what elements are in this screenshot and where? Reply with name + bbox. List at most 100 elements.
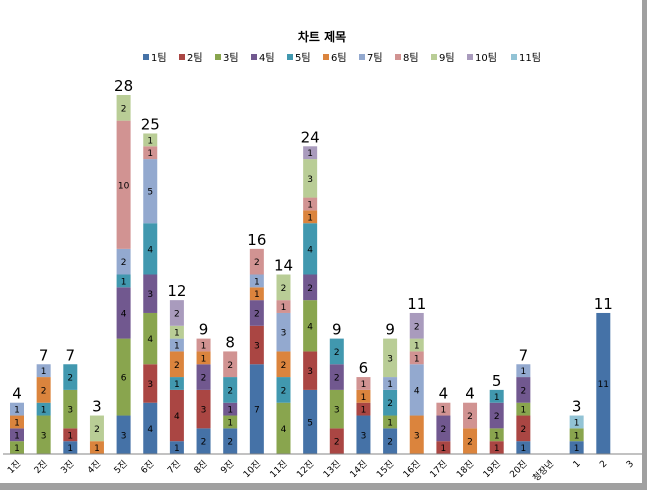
data-label: 3 [41,431,47,441]
data-label: 2 [174,309,180,319]
total-label: 9 [199,321,209,339]
legend-label: 6팀 [331,52,347,64]
bar-segment [116,120,131,249]
data-label: 3 [307,367,313,377]
data-label: 2 [387,399,393,409]
data-label: 3 [387,354,393,364]
total-label: 9 [385,321,395,339]
bar-segment [569,441,584,454]
data-label: 2 [201,438,207,448]
bar-segment [196,389,211,429]
bar-segment [409,364,424,416]
data-label: 4 [147,335,153,345]
total-label: 8 [225,333,235,351]
chart-title: 차트 제목 [298,29,346,44]
data-label: 2 [334,438,340,448]
data-label: 3 [281,329,287,339]
legend-swatch [287,54,293,60]
bar-segment [169,325,184,339]
x-tick-label: 1 [572,459,583,470]
bar-segment [276,274,291,301]
data-label: 11 [598,380,609,390]
data-label: 2 [227,438,233,448]
legend-swatch [215,54,221,60]
data-label: 1 [67,444,73,454]
total-label: 7 [66,346,76,364]
data-label: 1 [254,290,260,300]
bar-segment [249,287,264,301]
data-label: 4 [414,386,420,396]
legend-label: 2팀 [187,52,203,64]
bar-segment [169,338,184,352]
legend-label: 5팀 [295,52,311,64]
bar-segment [116,274,131,288]
x-tick-label: 8진 [192,458,210,476]
x-tick-label: 2 [598,459,609,470]
x-tick-label: 10진 [241,458,263,480]
bar-segment [303,223,318,275]
data-label: 1 [174,380,180,390]
data-label: 1 [147,149,153,159]
bar-segment [409,312,424,339]
bar-segment [36,377,51,403]
bar-segment [383,338,398,378]
bar-segment [356,377,371,390]
bar-segment [303,351,318,390]
data-label: 1 [520,406,526,416]
data-label: 2 [467,412,473,422]
legend-swatch [323,54,329,60]
bar-segment [223,428,238,454]
data-label: 1 [227,418,233,428]
x-axis-labels: 1진 2진 3진 4진 5진 6진 7진 8진 9진 10진 11진 12진 13진 14진 15진 16진 1… [5,458,636,483]
data-label: 2 [41,386,47,396]
x-tick-label: 5진 [112,458,130,476]
data-label: 1 [254,277,260,287]
bar-segment [276,402,291,454]
total-label: 24 [301,128,320,146]
legend-label: 4팀 [259,52,275,64]
bar-segment [276,312,291,352]
bar-segment [36,364,51,378]
bar-segment [63,441,78,454]
bar-segment [196,364,211,390]
data-label: 1 [67,431,73,441]
x-tick-label: 3진 [59,458,77,476]
data-label: 1 [414,354,420,364]
total-label: 16 [247,231,266,249]
data-label: 1 [387,380,393,390]
data-label: 1 [520,444,526,454]
x-tick-label: 13진 [321,458,343,480]
legend-label: 11팀 [519,52,541,64]
legend-label: 10팀 [475,52,497,64]
bar-segment [516,377,531,403]
total-label: 9 [332,321,342,339]
bar-segment [169,441,184,454]
data-label: 1 [14,418,20,428]
x-tick-label: 9진 [219,458,237,476]
bar-segment [89,415,104,442]
data-label: 1 [121,277,127,287]
legend: 1팀 2팀 3팀 4팀 5팀 6팀 7팀 8팀 9팀 10팀 11팀 [143,52,541,64]
legend-swatch [431,54,437,60]
data-label: 1 [307,149,313,159]
bar-segment [303,210,318,224]
legend-swatch [143,54,149,60]
data-label: 1 [281,303,287,313]
data-label: 2 [334,374,340,384]
bar-segment [249,325,264,365]
data-label: 1 [227,406,233,416]
data-label: 4 [147,245,153,255]
data-label: 2 [467,438,473,448]
data-label: 3 [147,290,153,300]
data-label: 1 [14,444,20,454]
x-tick-label: 7진 [165,458,183,476]
data-label: 4 [121,309,127,319]
data-label: 1 [174,329,180,339]
data-label: 2 [254,309,260,319]
data-label: 2 [414,322,420,332]
total-label: 4 [465,385,475,403]
data-label: 3 [67,406,73,416]
data-label: 1 [414,342,420,352]
total-label: 7 [519,346,529,364]
